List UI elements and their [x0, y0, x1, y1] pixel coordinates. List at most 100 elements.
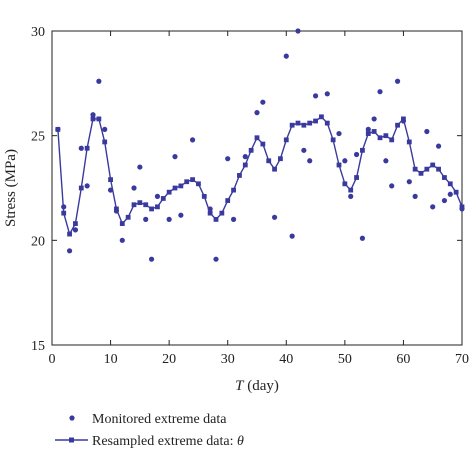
resampled-point [430, 162, 436, 168]
monitored-point [148, 256, 155, 262]
y-tick-label: 30 [31, 25, 45, 40]
resampled-point [166, 189, 172, 195]
resampled-point [295, 120, 301, 126]
monitored-point [406, 179, 412, 185]
resampled-point [260, 141, 266, 147]
resampled-point [196, 181, 201, 187]
resampled-point [442, 175, 447, 180]
monitored-point [66, 248, 73, 254]
resampled-point [131, 202, 137, 208]
resampled-point [242, 162, 248, 168]
resampled-point [225, 198, 231, 203]
resampled-point [190, 177, 195, 183]
monitored-point [137, 164, 143, 170]
monitored-point [166, 216, 172, 222]
monitored-point [295, 28, 301, 34]
resampled-point [406, 139, 412, 145]
y-tick-label: 15 [31, 339, 45, 354]
legend-dot-marker [69, 415, 75, 421]
resampled-point [360, 147, 365, 153]
monitored-point [90, 112, 96, 118]
x-axis-label-unit: (day) [243, 378, 278, 394]
monitored-point [365, 126, 371, 132]
legend-square-marker [69, 437, 74, 443]
monitored-point [353, 151, 360, 158]
monitored-point [394, 78, 401, 84]
resampled-point [137, 200, 143, 206]
monitored-point [430, 204, 436, 210]
monitored-point [213, 256, 219, 262]
resampled-point [84, 145, 90, 151]
monitored-point [189, 137, 196, 143]
monitored-point [447, 191, 453, 197]
resampled-point [354, 175, 359, 180]
y-tick-label: 25 [31, 130, 45, 145]
resampled-point [143, 202, 149, 208]
resampled-point [272, 166, 277, 172]
resampled-point [283, 137, 289, 143]
resampled-point [365, 131, 371, 136]
monitored-point [131, 185, 137, 191]
monitored-point [459, 206, 465, 212]
resampled-point [436, 166, 441, 172]
resampled-point [319, 114, 324, 120]
monitored-point [383, 158, 389, 164]
monitored-point [61, 204, 67, 210]
resampled-point [108, 177, 113, 183]
x-tick-label: 30 [221, 352, 235, 367]
monitored-point [178, 212, 184, 218]
monitored-point [230, 216, 237, 222]
x-tick-label: 10 [104, 352, 118, 367]
resampled-point [389, 137, 395, 143]
resampled-point [237, 173, 242, 178]
resampled-point [418, 170, 424, 176]
monitored-point [102, 126, 108, 132]
resampled-point [201, 193, 207, 199]
resampled-point [102, 139, 108, 145]
resampled-point [313, 118, 318, 124]
monitored-point [254, 110, 260, 116]
monitored-point [435, 143, 442, 149]
resampled-point [301, 122, 307, 128]
resampled-point [178, 183, 184, 189]
monitored-point [271, 214, 278, 220]
monitored-point [107, 187, 114, 193]
resampled-point [160, 196, 166, 201]
resampled-point [336, 162, 342, 168]
resampled-point [377, 135, 383, 141]
resampled-point [96, 116, 102, 122]
resampled-point [90, 116, 96, 122]
resampled-point [278, 156, 283, 162]
monitored-point [424, 128, 430, 135]
monitored-point [172, 154, 178, 160]
monitored-point [307, 158, 313, 164]
resampled-point [289, 122, 295, 128]
legend: Monitored extreme data Resampled extreme… [55, 412, 244, 449]
monitored-point [342, 158, 348, 164]
monitored-point [389, 183, 395, 189]
x-tick-label: 60 [396, 352, 410, 367]
resampled-point [453, 189, 459, 195]
monitored-point [336, 130, 342, 137]
y-axis-ticks: 15 20 25 30 [31, 25, 462, 354]
legend-label-resampled: Resampled extreme data: θ [92, 434, 244, 449]
y-tick-label: 20 [31, 234, 45, 249]
resampled-line [57, 115, 463, 236]
resampled-point [383, 133, 389, 139]
resampled-point [125, 214, 131, 220]
monitored-point [371, 116, 377, 122]
resampled-point [342, 181, 348, 187]
monitored-point [324, 91, 330, 97]
monitored-point [412, 193, 418, 199]
x-tick-label: 50 [338, 352, 352, 367]
y-axis-label: Stress (MPa) [3, 149, 19, 227]
monitored-point [72, 227, 79, 233]
monitored-point [400, 118, 407, 124]
x-tick-label: 70 [455, 352, 469, 367]
monitored-point [55, 126, 61, 132]
monitored-point [113, 208, 120, 214]
monitored-point [96, 78, 102, 84]
resampled-point [78, 185, 84, 191]
monitored-point [441, 197, 448, 204]
plot-frame [51, 30, 463, 346]
